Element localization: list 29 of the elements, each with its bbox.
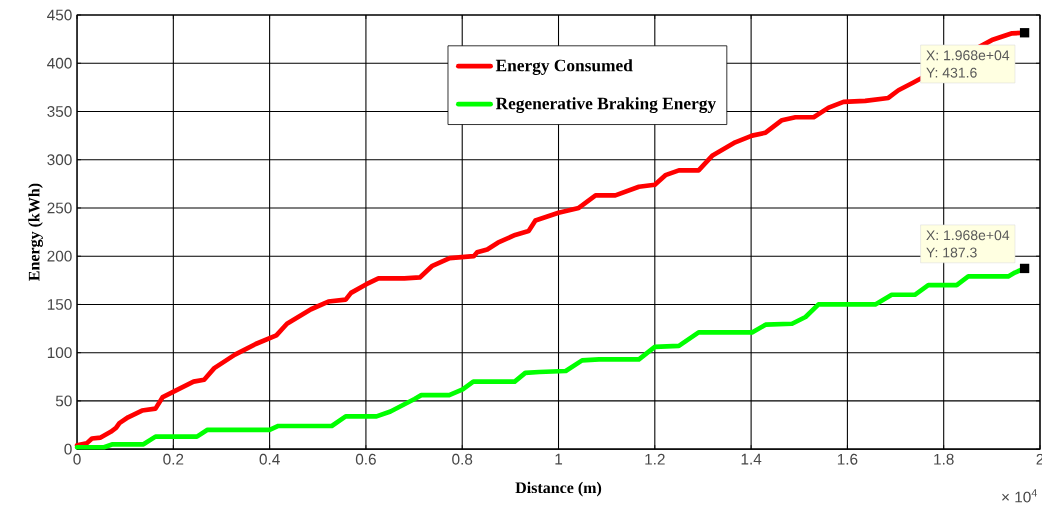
x-axis-title: Distance (m): [515, 481, 602, 497]
y-tick-label: 150: [47, 298, 72, 310]
x-tick-label: 1.6: [837, 453, 858, 465]
x-tick-label: 0.6: [355, 453, 376, 465]
y-tick-label: 400: [47, 57, 72, 69]
legend-label: Regenerative Braking Energy: [495, 97, 716, 113]
y-tick-label: 350: [47, 105, 72, 117]
x-tick-label: 0.4: [259, 453, 280, 465]
y-tick-label: 50: [55, 395, 72, 407]
y-tick-label: 250: [47, 202, 72, 214]
annotation: X: 1.968e+04: [926, 50, 1010, 61]
x-tick-label: 0.2: [163, 453, 184, 465]
annotation: Y: 187.3: [926, 247, 977, 258]
x-tick-label: 1.2: [645, 453, 665, 465]
x-tick-label: 0: [73, 453, 81, 465]
y-tick-label: 200: [47, 250, 72, 262]
y-tick-label: 0: [64, 443, 72, 455]
x-tick-label: 0.8: [452, 453, 473, 465]
x-tick-label: 1: [555, 453, 563, 465]
annotation: Y: 431.6: [926, 67, 977, 78]
x-tick-label: 1.4: [741, 453, 762, 465]
y-tick-label: 450: [47, 9, 72, 21]
x-tick-label: 1.8: [934, 453, 954, 465]
text: × 10$^{4}$: [1002, 489, 1037, 503]
y-tick-label: 100: [47, 347, 72, 359]
legend-label: Energy Consumed: [495, 59, 633, 75]
y-axis-title: Energy (kWh): [28, 183, 43, 281]
y-tick-label: 300: [47, 154, 72, 166]
annotation: X: 1.968e+04: [926, 230, 1010, 241]
